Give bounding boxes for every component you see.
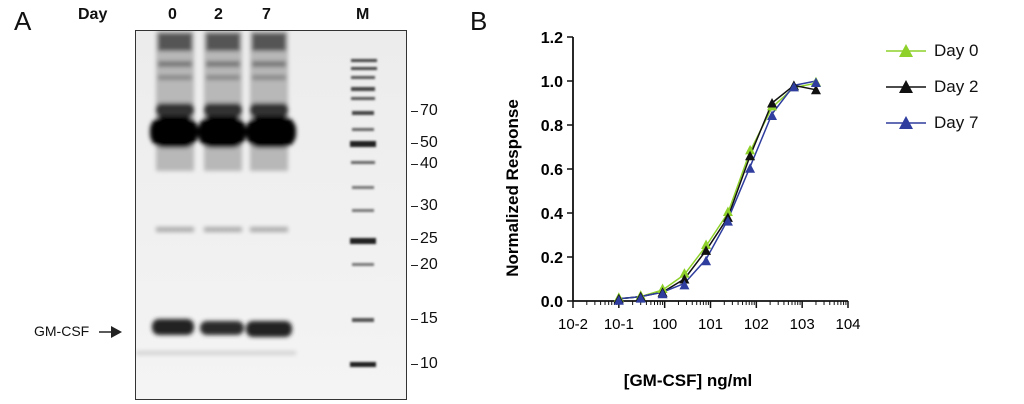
legend-label-day-0: Day 0 xyxy=(934,41,979,60)
gm-csf-arrow-label: GM-CSF xyxy=(34,323,90,339)
data-point-day-2 xyxy=(810,84,821,95)
lane-label-day-2: 2 xyxy=(214,6,223,23)
data-point-day-2 xyxy=(701,245,712,255)
y-tick-label: 1.2 xyxy=(541,30,563,47)
x-tick-label: 100 xyxy=(652,316,677,333)
marker-lane-label: M xyxy=(356,6,370,23)
data-point-day-2 xyxy=(679,274,690,284)
panel-b-letter: B xyxy=(470,6,488,36)
legend-marker-day-0-icon xyxy=(886,44,926,57)
y-tick-label: 0.6 xyxy=(541,162,563,179)
y-axis-label: Normalized Response xyxy=(503,99,522,277)
legend-marker-day-2-icon xyxy=(886,80,926,93)
data-point-day-2 xyxy=(745,150,756,161)
x-tick-label: 10-1 xyxy=(604,316,634,333)
mw-15: 15 xyxy=(411,310,438,327)
legend-label-day-2: Day 2 xyxy=(934,77,979,96)
lane-label-day-0: 0 xyxy=(168,6,177,23)
y-tick-label: 0.0 xyxy=(541,294,563,311)
data-point-day-7 xyxy=(679,279,690,290)
mw-30: 30 xyxy=(411,197,438,214)
day-label: Day xyxy=(78,6,108,23)
fit-curves xyxy=(618,80,817,300)
data-point-day-7 xyxy=(767,110,778,120)
data-point-day-7 xyxy=(745,163,756,173)
x-tick-label: 102 xyxy=(744,316,769,333)
data-point-day-7 xyxy=(613,295,624,305)
data-point-day-0 xyxy=(679,268,690,278)
legend-item-day-0: Day 0 xyxy=(886,40,978,62)
mw-50: 50 xyxy=(411,134,438,151)
x-tick-label: 103 xyxy=(790,316,815,333)
marker-lane xyxy=(350,59,377,367)
gm-csf-arrow-icon xyxy=(99,326,122,338)
data-point-day-7 xyxy=(722,216,733,226)
data-point-day-7 xyxy=(635,293,646,303)
data-point-day-2 xyxy=(767,98,778,108)
dose-response-chart: 0.0 0.2 0.4 0.6 0.8 1.0 1.2 10-2 10-1 100 101 102 10… xyxy=(503,30,861,390)
data-point-day-7 xyxy=(788,81,799,92)
fit-curve-day-0 xyxy=(618,82,817,300)
mw-25: 25 xyxy=(411,230,438,247)
mw-10: 10 xyxy=(411,355,438,372)
x-tick-label: 10-2 xyxy=(558,316,588,333)
chart-axes: 0.0 0.2 0.4 0.6 0.8 1.0 1.2 10-2 10-1 100 101 102 10… xyxy=(541,30,861,333)
sds-page-gel xyxy=(135,30,407,400)
x-tick-label: 101 xyxy=(698,316,723,333)
y-tick-label: 0.8 xyxy=(541,118,563,135)
fit-curve-day-2 xyxy=(618,84,817,300)
lane-label-day-7: 7 xyxy=(262,6,271,23)
mw-20: 20 xyxy=(411,256,438,273)
x-tick-label: 104 xyxy=(835,316,860,333)
fit-curve-day-7 xyxy=(618,80,817,300)
y-tick-label: 0.4 xyxy=(541,206,563,223)
data-point-day-7 xyxy=(701,255,712,266)
data-point-day-7 xyxy=(657,288,668,299)
panel-a-letter: A xyxy=(14,6,32,36)
data-point-day-0 xyxy=(701,239,712,249)
y-tick-label: 1.0 xyxy=(541,74,563,91)
legend-label-day-7: Day 7 xyxy=(934,113,979,132)
gel-image xyxy=(136,31,406,399)
data-points xyxy=(613,76,821,305)
legend-marker-day-7-icon xyxy=(886,116,926,129)
x-axis-label: [GM-CSF] ng/ml xyxy=(624,371,752,390)
mw-40: 40 xyxy=(411,155,438,172)
data-point-day-0 xyxy=(722,206,733,216)
sample-lanes xyxy=(136,31,296,355)
legend-item-day-2: Day 2 xyxy=(886,76,978,98)
mw-70: 70 xyxy=(411,102,438,119)
y-tick-label: 0.2 xyxy=(541,250,563,267)
data-point-day-0 xyxy=(745,144,756,155)
data-point-day-7 xyxy=(810,77,821,87)
legend-item-day-7: Day 7 xyxy=(886,112,978,134)
